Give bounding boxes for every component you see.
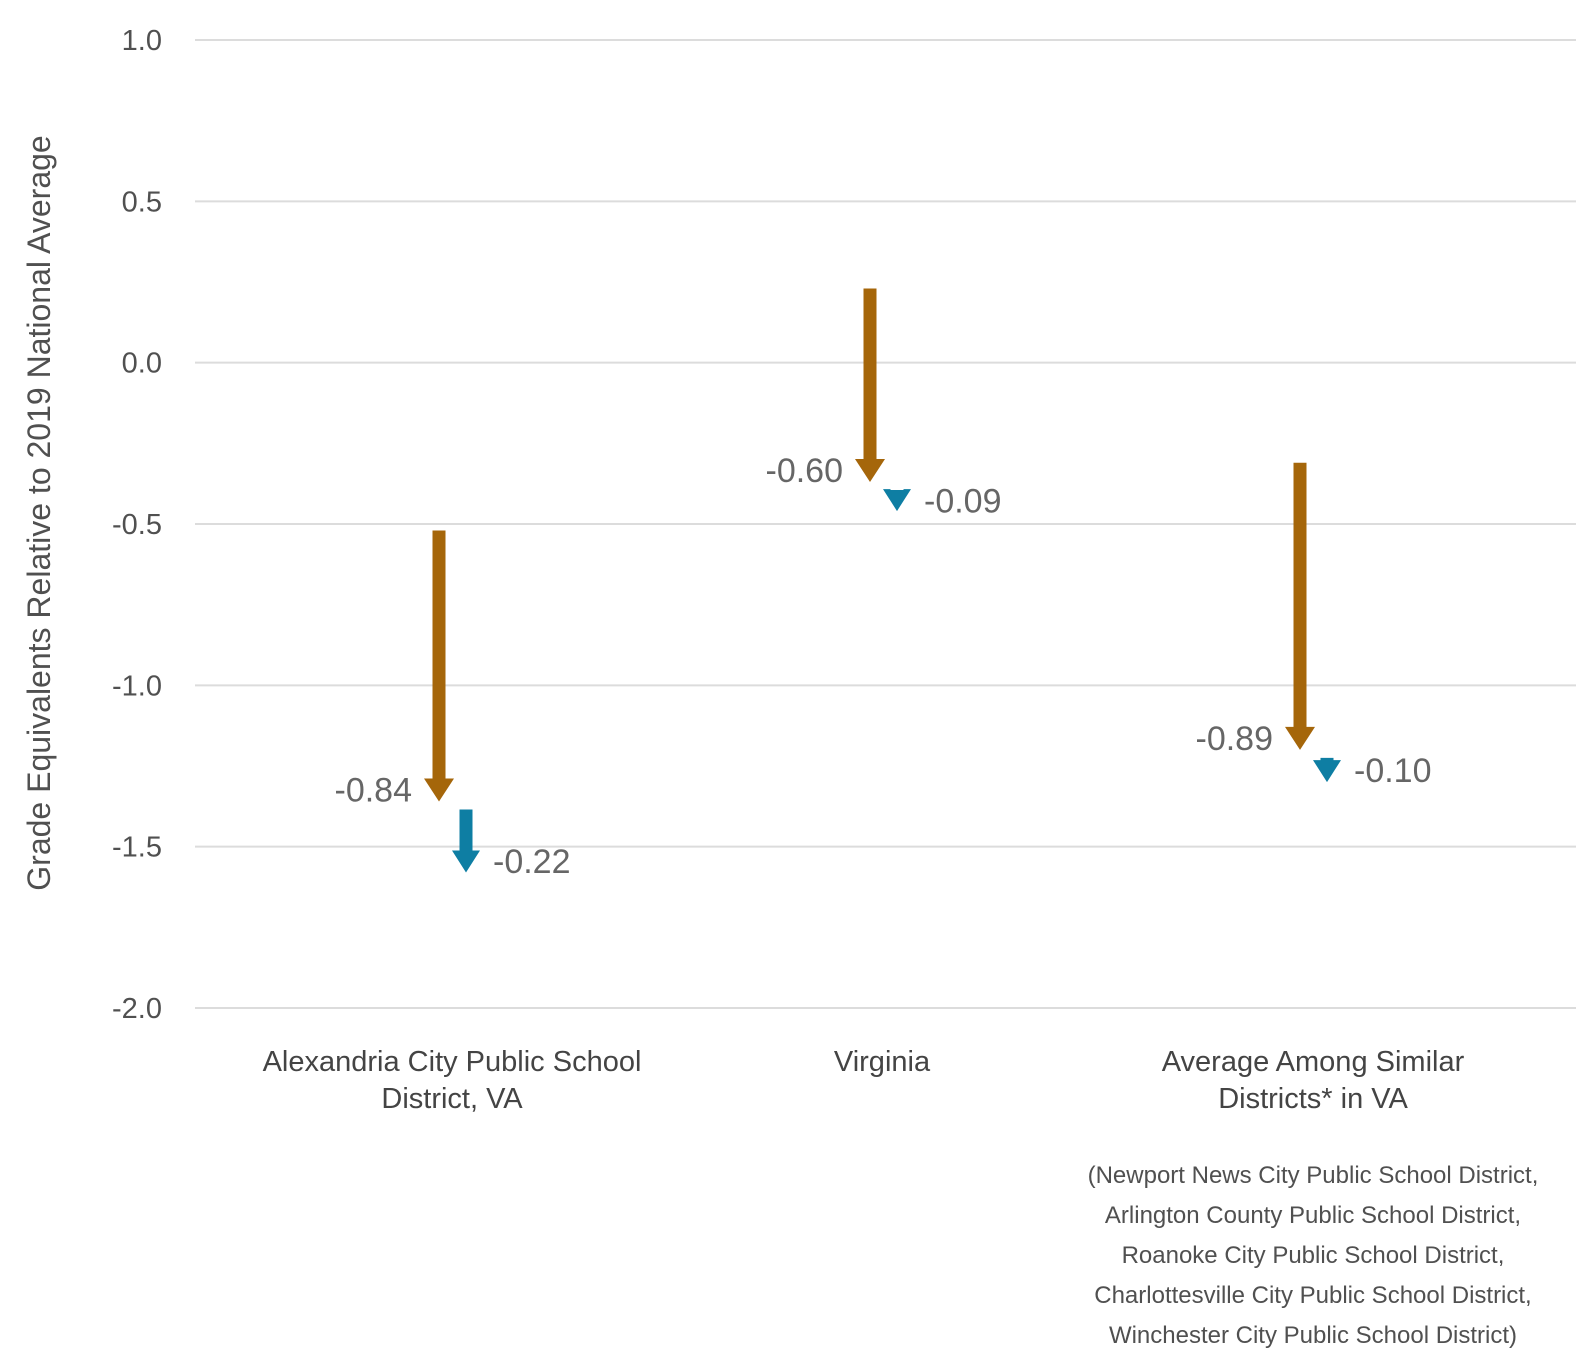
category-label: District, VA [381, 1083, 523, 1115]
category-label: Districts* in VA [1218, 1083, 1408, 1115]
footnote-line: Arlington County Public School District, [1105, 1202, 1521, 1229]
first-change-label: -0.60 [766, 452, 844, 490]
category-label: Average Among Similar [1162, 1046, 1465, 1078]
second-change-arrow [883, 489, 911, 512]
second-change-label: -0.10 [1354, 752, 1432, 790]
first-change-arrow [1285, 462, 1315, 750]
category-label: Virginia [834, 1046, 931, 1078]
label-layer: 1.0 0.5 0.0 -0.5 -1.0 -1.5 -2.0 -0.84 -0.22 Alexa… [112, 25, 1538, 1349]
arrow-layer [424, 288, 1341, 873]
first-change-arrow [424, 530, 454, 802]
first-change-label: -0.84 [335, 771, 413, 809]
grid-layer [195, 39, 1576, 1009]
footnote-line: (Newport News City Public School Distric… [1088, 1162, 1539, 1189]
y-tick-label: 1.0 [122, 25, 162, 57]
first-change-arrow [855, 288, 885, 483]
y-tick-label: -1.5 [112, 832, 162, 864]
second-change-label: -0.09 [924, 483, 1002, 521]
second-change-arrow [1313, 757, 1341, 783]
y-axis-title: Grade Equivalents Relative to 2019 Natio… [21, 135, 57, 890]
second-change-arrow [452, 809, 480, 873]
footnote-line: Charlottesville City Public School Distr… [1094, 1282, 1531, 1309]
y-tick-label: -1.0 [112, 670, 162, 702]
y-tick-label: 0.0 [122, 348, 162, 380]
category-label: Alexandria City Public School [263, 1046, 642, 1078]
first-change-label: -0.89 [1196, 720, 1274, 758]
footnote-line: Roanoke City Public School District, [1122, 1242, 1505, 1269]
y-tick-label: -2.0 [112, 993, 162, 1025]
y-tick-label: -0.5 [112, 509, 162, 541]
second-change-label: -0.22 [493, 843, 571, 881]
footnote-line: Winchester City Public School District) [1109, 1322, 1517, 1349]
y-tick-label: 0.5 [122, 186, 162, 218]
